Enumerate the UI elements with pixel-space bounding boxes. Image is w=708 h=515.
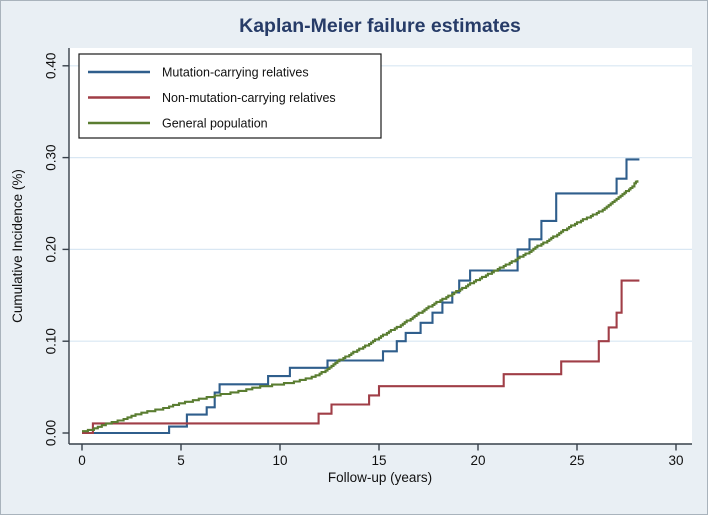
y-tick-label: 0.30 xyxy=(44,144,59,170)
chart-title: Kaplan-Meier failure estimates xyxy=(239,15,521,37)
y-tick-label: 0.00 xyxy=(44,420,59,446)
x-axis-title: Follow-up (years) xyxy=(328,470,432,485)
x-tick-label: 30 xyxy=(668,453,683,468)
legend-label-non-mutation-carrying-relatives: Non-mutation-carrying relatives xyxy=(162,91,336,105)
y-axis-title: Cumulative Incidence (%) xyxy=(10,169,25,323)
series-line-non-mutation-carrying-relatives xyxy=(82,279,640,435)
x-tick-label: 0 xyxy=(78,453,86,468)
series-line-general-population xyxy=(82,180,639,433)
legend-label-mutation-carrying-relatives: Mutation-carrying relatives xyxy=(162,66,309,80)
x-tick-label: 25 xyxy=(569,453,584,468)
series-curves xyxy=(82,158,640,435)
y-tick-label: 0.10 xyxy=(44,328,59,354)
x-tick-label: 5 xyxy=(177,453,185,468)
x-tick-label: 20 xyxy=(470,453,485,468)
x-tick-label: 10 xyxy=(272,453,287,468)
y-tick-label: 0.20 xyxy=(44,236,59,262)
axis-ticks: 0.00 0.10 0.20 0.30 0.40 0 5 10 15 20 25 30 xyxy=(44,53,684,468)
x-tick-label: 15 xyxy=(371,453,386,468)
legend-box: Mutation-carrying relatives Non-mutation-… xyxy=(78,53,382,139)
legend-label-general-population: General population xyxy=(162,117,268,131)
y-tick-label: 0.40 xyxy=(44,53,59,79)
